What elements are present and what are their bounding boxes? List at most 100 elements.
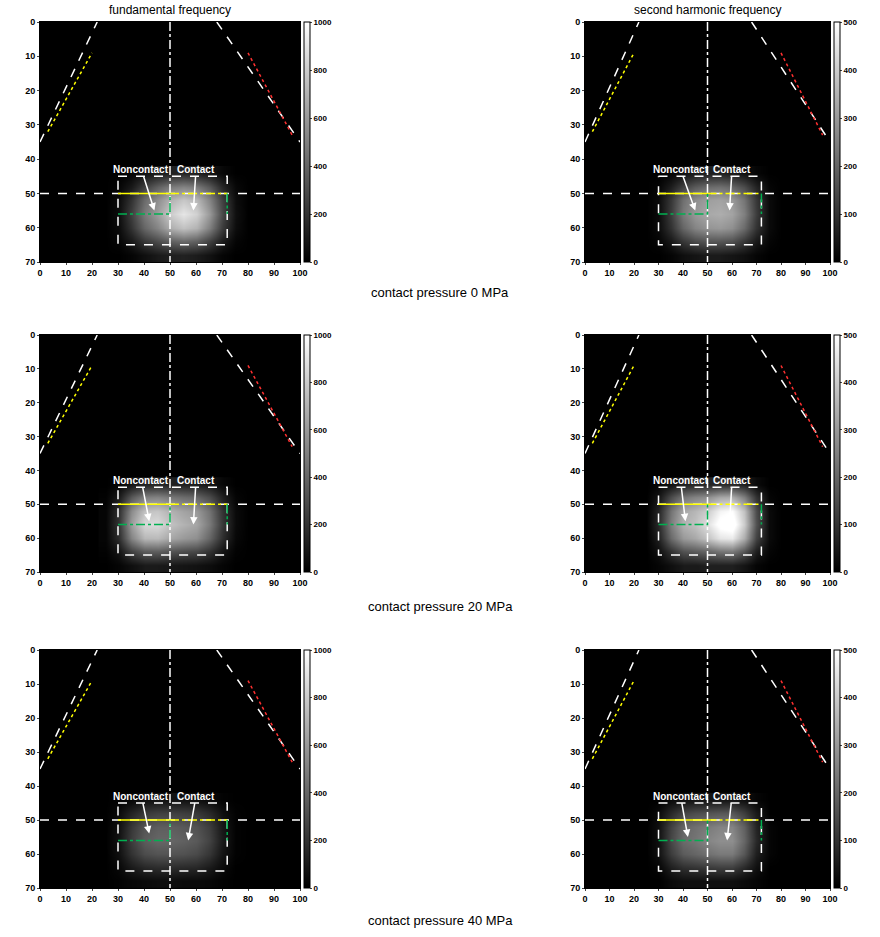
svg-text:contact pressure 0 MPa: contact pressure 0 MPa: [371, 285, 509, 300]
svg-text:10: 10: [570, 679, 580, 689]
svg-text:90: 90: [800, 268, 810, 278]
svg-text:10: 10: [61, 894, 71, 904]
svg-text:800: 800: [314, 66, 328, 75]
svg-text:60: 60: [191, 268, 201, 278]
svg-text:100: 100: [292, 894, 307, 904]
svg-text:Noncontact: Noncontact: [653, 164, 709, 175]
svg-text:30: 30: [25, 432, 35, 442]
svg-text:10: 10: [25, 364, 35, 374]
svg-text:20: 20: [87, 894, 97, 904]
svg-text:200: 200: [314, 520, 328, 529]
svg-text:0: 0: [582, 894, 587, 904]
svg-text:Contact: Contact: [177, 791, 215, 802]
svg-text:40: 40: [25, 154, 35, 164]
svg-text:100: 100: [292, 578, 307, 588]
svg-text:0: 0: [314, 568, 319, 577]
svg-text:0: 0: [37, 268, 42, 278]
svg-text:300: 300: [844, 114, 858, 123]
svg-text:Noncontact: Noncontact: [653, 791, 709, 802]
svg-text:0: 0: [575, 17, 580, 27]
svg-text:90: 90: [269, 578, 279, 588]
svg-text:0: 0: [844, 258, 849, 267]
svg-text:40: 40: [570, 466, 580, 476]
svg-text:90: 90: [800, 894, 810, 904]
svg-text:80: 80: [776, 268, 786, 278]
svg-text:200: 200: [844, 789, 858, 798]
svg-text:1000: 1000: [314, 331, 332, 340]
svg-text:1000: 1000: [314, 646, 332, 655]
svg-text:70: 70: [25, 257, 35, 267]
svg-text:Noncontact: Noncontact: [113, 475, 169, 486]
svg-text:0: 0: [314, 884, 319, 893]
svg-text:60: 60: [727, 894, 737, 904]
svg-text:70: 70: [751, 894, 761, 904]
svg-text:100: 100: [844, 210, 858, 219]
svg-text:40: 40: [570, 154, 580, 164]
svg-text:100: 100: [822, 268, 837, 278]
svg-text:50: 50: [570, 815, 580, 825]
svg-text:600: 600: [314, 741, 328, 750]
svg-text:10: 10: [570, 51, 580, 61]
svg-text:400: 400: [844, 693, 858, 702]
svg-text:600: 600: [314, 114, 328, 123]
svg-text:400: 400: [844, 378, 858, 387]
svg-text:200: 200: [844, 473, 858, 482]
svg-text:50: 50: [25, 189, 35, 199]
svg-text:30: 30: [25, 747, 35, 757]
svg-text:50: 50: [570, 499, 580, 509]
svg-text:0: 0: [582, 268, 587, 278]
svg-text:60: 60: [727, 268, 737, 278]
svg-text:200: 200: [314, 836, 328, 845]
svg-text:70: 70: [217, 268, 227, 278]
svg-text:80: 80: [243, 578, 253, 588]
svg-text:30: 30: [570, 120, 580, 130]
svg-text:0: 0: [37, 578, 42, 588]
svg-text:30: 30: [113, 578, 123, 588]
svg-text:80: 80: [776, 894, 786, 904]
svg-text:20: 20: [570, 713, 580, 723]
svg-text:100: 100: [844, 520, 858, 529]
svg-text:60: 60: [727, 578, 737, 588]
svg-text:50: 50: [165, 268, 175, 278]
svg-text:second harmonic frequency: second harmonic frequency: [634, 3, 781, 17]
svg-text:20: 20: [570, 398, 580, 408]
svg-text:80: 80: [243, 894, 253, 904]
svg-text:10: 10: [61, 268, 71, 278]
svg-text:10: 10: [570, 364, 580, 374]
svg-text:30: 30: [653, 578, 663, 588]
svg-text:600: 600: [314, 426, 328, 435]
svg-text:10: 10: [604, 268, 614, 278]
svg-text:50: 50: [702, 894, 712, 904]
svg-text:60: 60: [570, 533, 580, 543]
svg-text:Noncontact: Noncontact: [113, 164, 169, 175]
svg-text:400: 400: [314, 789, 328, 798]
svg-text:30: 30: [25, 120, 35, 130]
svg-text:20: 20: [25, 86, 35, 96]
svg-text:Contact: Contact: [177, 164, 215, 175]
svg-text:0: 0: [582, 578, 587, 588]
svg-text:800: 800: [314, 693, 328, 702]
svg-text:0: 0: [30, 645, 35, 655]
svg-text:0: 0: [575, 645, 580, 655]
svg-text:20: 20: [87, 268, 97, 278]
svg-text:30: 30: [570, 432, 580, 442]
svg-text:60: 60: [25, 223, 35, 233]
svg-text:0: 0: [37, 894, 42, 904]
svg-text:40: 40: [139, 268, 149, 278]
svg-text:200: 200: [314, 210, 328, 219]
svg-text:0: 0: [30, 17, 35, 27]
svg-text:70: 70: [25, 883, 35, 893]
svg-text:50: 50: [702, 268, 712, 278]
svg-text:Noncontact: Noncontact: [113, 791, 169, 802]
svg-text:300: 300: [844, 741, 858, 750]
svg-text:20: 20: [570, 86, 580, 96]
svg-text:30: 30: [113, 894, 123, 904]
svg-text:contact pressure 20 MPa: contact pressure 20 MPa: [368, 599, 513, 614]
svg-text:80: 80: [776, 578, 786, 588]
svg-text:40: 40: [25, 466, 35, 476]
svg-text:30: 30: [113, 268, 123, 278]
svg-text:60: 60: [191, 894, 201, 904]
svg-text:60: 60: [25, 849, 35, 859]
svg-text:20: 20: [629, 894, 639, 904]
svg-text:800: 800: [314, 378, 328, 387]
